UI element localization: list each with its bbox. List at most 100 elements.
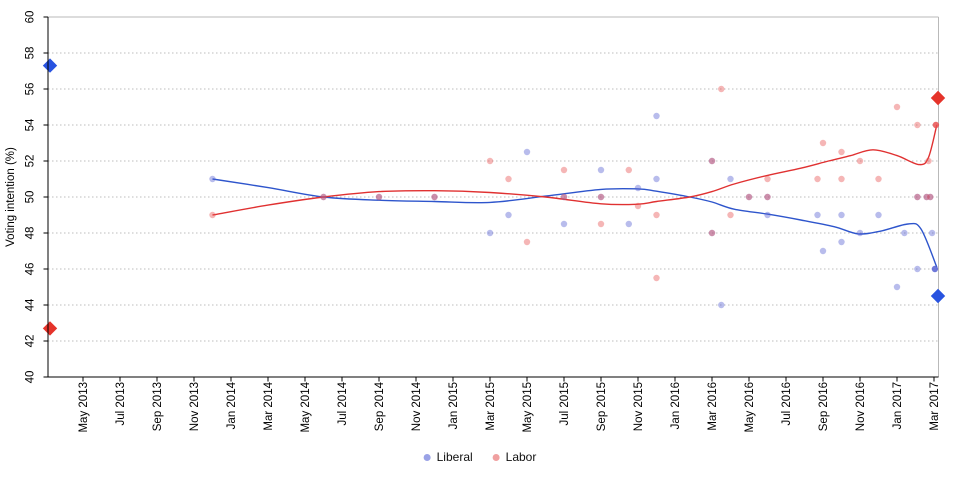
labor-poll-point	[625, 166, 632, 174]
x-tick-label: Sep 2016	[818, 382, 830, 431]
liberal-poll-point	[431, 193, 438, 201]
x-tick-label: Jan 2017	[892, 382, 904, 429]
liberal-poll-point	[560, 220, 568, 228]
y-tick-label: 52	[25, 155, 37, 168]
y-tick-label: 56	[25, 83, 37, 96]
liberal-trend-line	[212, 178, 938, 268]
labor-poll-point	[634, 202, 642, 210]
labor-poll-point	[708, 157, 716, 165]
liberal-poll-point	[875, 211, 882, 219]
labor-poll-point	[914, 121, 921, 129]
liberal-poll-point	[745, 193, 753, 201]
liberal-poll-point	[814, 211, 821, 219]
labor-poll-point	[893, 103, 901, 111]
legend-label-labor: Labor	[505, 450, 537, 464]
liberal-poll-point	[923, 193, 930, 201]
labor-poll-point	[838, 148, 845, 156]
left-edge-blue-diamond	[42, 58, 58, 73]
x-tick-label: Nov 2016	[855, 382, 867, 431]
labor-poll-point	[923, 193, 930, 201]
x-tick-label: May 2015	[522, 382, 534, 433]
x-tick-label: Mar 2017	[929, 382, 941, 431]
labor-poll-point	[523, 238, 531, 246]
labor-poll-point	[745, 193, 753, 201]
liberal-poll-point	[819, 247, 827, 255]
liberal-poll-point	[901, 229, 908, 237]
liberal-poll-point	[931, 265, 939, 273]
x-tick-label: Sep 2015	[596, 382, 608, 431]
labor-poll-point	[932, 121, 940, 129]
labor-poll-point	[914, 193, 921, 201]
labor-poll-point	[819, 139, 827, 147]
liberal-poll-point	[718, 301, 725, 309]
labor-trend-line	[212, 124, 938, 216]
x-tick-label: Nov 2015	[633, 382, 645, 431]
liberal-poll-point	[914, 265, 921, 273]
labor-poll-point	[560, 193, 568, 201]
liberal-poll-point	[320, 193, 327, 201]
labor-poll-point	[375, 193, 383, 201]
x-tick-label: Nov 2014	[411, 381, 423, 431]
liberal-poll-point	[597, 166, 605, 174]
labor-poll-point	[431, 193, 438, 201]
y-tick-label: 40	[25, 371, 37, 384]
y-tick-label: 44	[25, 298, 37, 311]
labor-poll-point	[320, 193, 327, 201]
legend-item-labor: Labor	[492, 450, 537, 464]
y-tick-label: 60	[25, 11, 37, 24]
legend-dot-labor-icon	[492, 453, 500, 461]
liberal-poll-point	[914, 193, 921, 201]
y-tick-label: 50	[25, 191, 37, 204]
legend: Liberal Labor	[423, 450, 537, 464]
legend-label-liberal: Liberal	[436, 450, 473, 464]
labor-poll-point	[486, 157, 494, 165]
x-tick-label: Jul 2016	[781, 382, 793, 425]
x-tick-label: May 2014	[300, 381, 312, 432]
liberal-poll-point	[625, 220, 632, 228]
liberal-poll-point	[634, 184, 642, 192]
liberal-poll-point	[893, 283, 901, 291]
legend-dot-liberal-icon	[423, 453, 431, 461]
x-tick-label: Jul 2015	[559, 382, 571, 425]
x-tick-label: Jan 2014	[226, 381, 238, 429]
y-axis-title: Voting intention (%)	[5, 147, 17, 247]
x-tick-label: Nov 2013	[189, 382, 201, 431]
labor-poll-point	[727, 211, 734, 219]
y-tick-label: 42	[25, 335, 37, 348]
x-tick-label: Jul 2013	[115, 382, 127, 425]
labor-poll-point	[653, 211, 660, 219]
x-tick-label: Sep 2013	[152, 382, 164, 431]
liberal-poll-point	[375, 193, 383, 201]
labor-poll-point	[856, 157, 864, 165]
legend-item-liberal: Liberal	[423, 450, 473, 464]
liberal-poll-point	[838, 211, 845, 219]
x-tick-label: May 2016	[744, 382, 756, 433]
x-tick-label: Mar 2014	[263, 381, 275, 430]
x-tick-label: Mar 2015	[485, 382, 497, 431]
liberal-poll-point	[928, 229, 936, 237]
liberal-poll-point	[708, 229, 716, 237]
labor-poll-point	[653, 274, 660, 282]
x-tick-label: Jan 2016	[670, 382, 682, 429]
liberal-poll-point	[727, 175, 734, 183]
liberal-poll-point	[560, 193, 568, 201]
labor-poll-point	[764, 175, 771, 183]
labor-poll-point	[838, 175, 845, 183]
liberal-poll-point	[856, 229, 864, 237]
labor-poll-point	[764, 193, 771, 201]
liberal-poll-point	[653, 112, 660, 120]
labor-poll-point	[597, 193, 605, 201]
x-tick-label: Jan 2015	[448, 382, 460, 429]
y-tick-label: 48	[25, 227, 37, 240]
liberal-poll-point	[523, 148, 531, 156]
labor-poll-point	[927, 193, 934, 201]
liberal-poll-point	[927, 193, 934, 201]
x-tick-label: Jul 2014	[337, 381, 349, 425]
left-edge-red-diamond	[42, 321, 58, 336]
labor-poll-point	[597, 220, 605, 228]
labor-poll-point	[875, 175, 882, 183]
right-edge-red-diamond	[930, 90, 946, 106]
liberal-poll-point	[597, 193, 605, 201]
labor-poll-point	[718, 85, 725, 93]
